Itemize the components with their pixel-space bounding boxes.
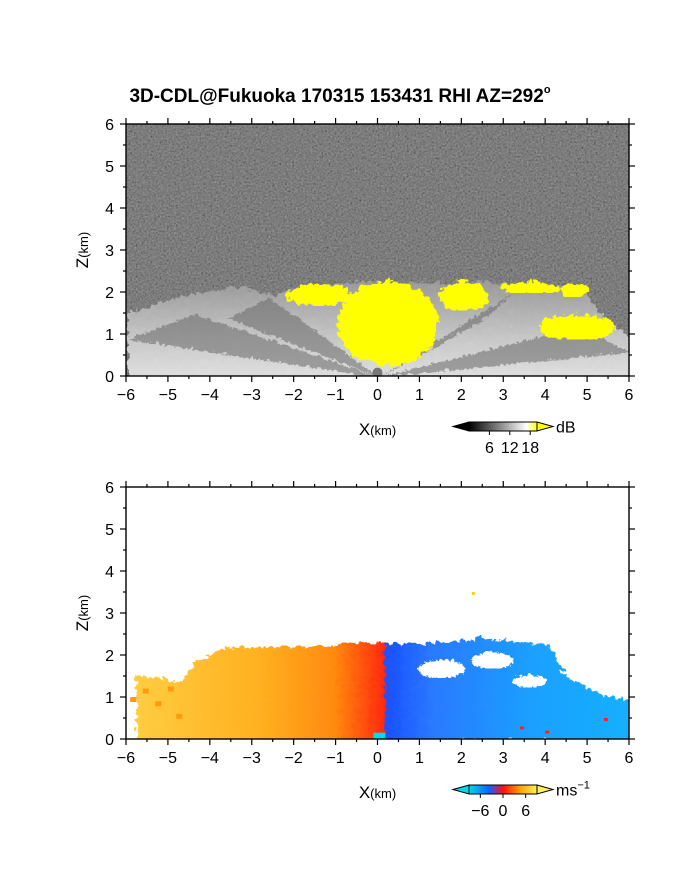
- x-tick-label: −4: [201, 387, 219, 404]
- x-tick-label: 5: [583, 750, 592, 767]
- velocity-pixel: [167, 686, 174, 692]
- x-tick-label: 6: [625, 387, 634, 404]
- x-tick-label: 6: [625, 750, 634, 767]
- colorbar-unit: dB: [556, 420, 576, 437]
- colorbar-bar: [468, 421, 538, 432]
- velocity-origin-patch: [373, 732, 386, 739]
- x-tick-label: −6: [117, 750, 135, 767]
- velocity-pixel: [155, 701, 162, 707]
- x-tick-label: 4: [541, 387, 550, 404]
- snr-saturated-region: [499, 279, 558, 293]
- colorbar-right-arrow: [536, 421, 555, 432]
- x-tick-label: −1: [326, 387, 344, 404]
- velocity-pixel: [130, 697, 137, 702]
- x-tick-label: 1: [415, 387, 424, 404]
- snr-saturated-region: [285, 281, 349, 305]
- colorbar-tick-label: 18: [521, 440, 539, 457]
- snr-saturated-region: [557, 281, 588, 297]
- y-axis-label: Z(km): [73, 232, 92, 268]
- velocity-pixel: [176, 713, 183, 719]
- colorbar-tick-label: 6: [521, 803, 530, 820]
- y-tick-label: 2: [105, 285, 114, 302]
- velocity-gap: [469, 650, 512, 668]
- colorbar-right-arrow: [536, 784, 555, 795]
- chart-title-text: 3D-CDL@Fukuoka 170315 153431 RHI AZ=292: [129, 86, 544, 107]
- y-tick-label: 5: [105, 159, 114, 176]
- x-tick-label: −4: [201, 750, 219, 767]
- colorbar-bar: [468, 784, 538, 795]
- colorbar-left-arrow: [451, 421, 470, 432]
- snr-saturated-region: [335, 279, 437, 364]
- x-tick-label: 2: [457, 750, 466, 767]
- y-tick-label: 3: [105, 606, 114, 623]
- snr-panel: −6 −5 −4 −3 −2 −1 0 1 2 3 4 5 6 0 1 2 3 4 5 6 X(km) Z(km): [73, 117, 635, 439]
- y-tick-label: 4: [105, 201, 114, 218]
- y-tick-label: 0: [105, 732, 114, 749]
- x-tick-label: −2: [285, 750, 303, 767]
- snr-beam-wedge: [126, 313, 378, 376]
- x-tick-label: −6: [117, 387, 135, 404]
- x-tick-label: 5: [583, 387, 592, 404]
- y-tick-label: 1: [105, 327, 114, 344]
- y-tick-label: 6: [105, 117, 114, 134]
- velocity-pixel: [520, 726, 525, 730]
- x-tick-label: −3: [243, 750, 261, 767]
- y-tick-label: 1: [105, 690, 114, 707]
- degree-mark: o: [543, 84, 551, 96]
- y-axis-label: Z(km): [73, 595, 92, 631]
- velocity-field: [126, 487, 629, 739]
- colorbar-left-arrow: [451, 784, 470, 795]
- radar-origin-marker: [372, 367, 383, 376]
- x-tick-label: −5: [159, 387, 177, 404]
- x-tick-label: 3: [499, 387, 508, 404]
- chart-title: 3D-CDL@Fukuoka 170315 153431 RHI AZ=292o: [0, 84, 680, 108]
- x-tick-label: −1: [326, 750, 344, 767]
- snr-colorbar: 6 12 18 dB: [451, 420, 576, 457]
- colorbar-tick-label: 6: [485, 440, 494, 457]
- velocity-colorbar: −6 0 6 ms−1: [451, 780, 590, 820]
- x-tick-label: 3: [499, 750, 508, 767]
- y-tick-label: 0: [105, 369, 114, 386]
- x-tick-label: −3: [243, 387, 261, 404]
- colorbar-unit: ms−1: [556, 780, 590, 800]
- y-tick-label: 3: [105, 243, 114, 260]
- velocity-gap: [511, 673, 546, 687]
- velocity-pixel: [545, 730, 550, 734]
- x-tick-label: −2: [285, 387, 303, 404]
- x-tick-label: 1: [415, 750, 424, 767]
- x-tick-label: −5: [159, 750, 177, 767]
- y-tick-label: 2: [105, 648, 114, 665]
- x-axis-label: X(km): [359, 420, 396, 439]
- snr-field: [126, 124, 629, 376]
- snr-saturated-region: [536, 313, 613, 339]
- velocity-pixel: [142, 688, 149, 694]
- x-tick-label: 4: [541, 750, 550, 767]
- y-tick-label: 4: [105, 564, 114, 581]
- colorbar-tick-label: 12: [501, 440, 519, 457]
- x-axis-label: X(km): [359, 783, 396, 802]
- velocity-pixel: [603, 718, 608, 721]
- velocity-pixel: [471, 592, 475, 595]
- velocity-panel: −6 −5 −4 −3 −2 −1 0 1 2 3 4 5 6 0 1 2 3 4 5 6 X(km) Z(km): [73, 480, 635, 802]
- y-tick-label: 6: [105, 480, 114, 497]
- snr-beam-wedge: [226, 296, 378, 376]
- snr-beam-wedge: [377, 292, 512, 376]
- velocity-gap: [417, 658, 464, 677]
- snr-saturated-region: [436, 279, 487, 309]
- x-tick-label: 2: [457, 387, 466, 404]
- x-tick-label: 0: [373, 750, 382, 767]
- snr-beam-wedge: [377, 325, 629, 376]
- colorbar-tick-label: −6: [471, 803, 489, 820]
- x-tick-label: 0: [373, 387, 382, 404]
- colorbar-tick-label: 0: [499, 803, 508, 820]
- y-tick-label: 5: [105, 522, 114, 539]
